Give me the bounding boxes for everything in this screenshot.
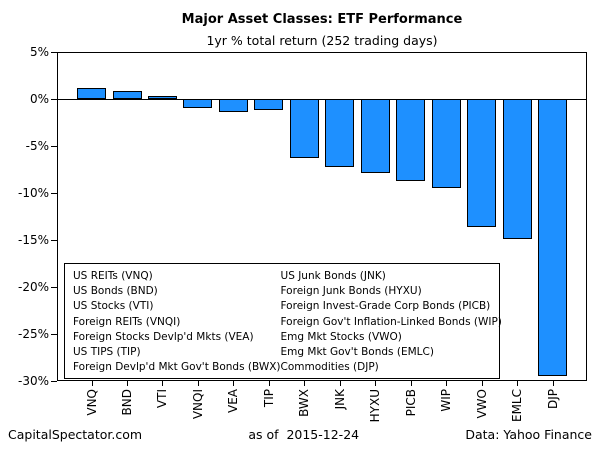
y-tick-mark [51,381,57,382]
bar [502,99,532,240]
legend-entry: Foreign Devlp'd Mkt Gov't Bonds (BWX) [73,361,281,374]
x-axis-label: PICB [403,389,418,417]
y-axis-tick-label: -30% [17,374,49,388]
bar [289,99,319,159]
x-tick-mark [91,381,93,386]
legend-column-2: US Junk Bonds (JNK) Foreign Junk Bonds (… [281,269,502,378]
y-tick-mark [51,193,57,194]
bar [325,99,355,167]
plot-frame [57,52,587,381]
legend-entry: US TIPS (TIP) [73,346,141,359]
x-axis-label: WIP [439,389,454,412]
x-axis-label: VNQ [84,389,99,416]
y-axis-tick-label: -25% [17,327,49,341]
footer-data-source: Data: Yahoo Finance [465,427,592,442]
bar [77,87,106,99]
y-tick-mark [51,99,57,100]
footer-source-site: CapitalSpectator.com [8,427,143,442]
x-tick-mark [446,381,448,386]
legend-entry: Foreign Invest-Grade Corp Bonds (PICB) [280,300,491,313]
bar [467,99,497,227]
bar [360,99,390,174]
x-tick-mark [304,381,306,386]
legend-entry: US Junk Bonds (JNK) [280,270,386,282]
x-tick-mark [233,381,235,386]
bar [112,90,142,99]
x-tick-mark [552,381,554,386]
legend-entry: Commodities (DJP) [280,361,379,374]
x-axis-label: EMLC [510,389,524,422]
y-tick-mark [51,240,57,241]
chart-footer: CapitalSpectator.com as of 2015-12-24 Da… [0,427,600,442]
y-axis-tick-label: 0% [29,92,49,106]
y-tick-mark [51,334,57,335]
legend-entry: Foreign Gov't Inflation-Linked Bonds (WI… [280,315,502,328]
legend-column-1: US REITs (VNQ) US Bonds (BND) US Stocks … [73,269,281,378]
y-axis-tick-label: -20% [17,280,49,294]
x-tick-mark [517,381,518,386]
bar [254,99,284,111]
y-tick-mark [51,146,57,147]
y-tick-mark [51,287,57,288]
bar [183,99,213,108]
legend-entry: Emg Mkt Gov't Bonds (EMLC) [280,346,434,359]
x-tick-mark [410,381,412,386]
x-axis-label: BWX [297,389,312,417]
bar [431,99,461,189]
x-axis-label: VWO [474,389,489,419]
x-tick-mark [339,381,341,386]
chart-title: Major Asset Classes: ETF Performance [181,12,463,27]
x-axis-label: DJP [545,389,560,410]
x-axis-label: VEA [226,389,241,413]
y-tick-mark [51,52,57,53]
bar [396,99,426,181]
legend-entry: Foreign REITs (VNQI) [73,315,181,328]
x-axis-label: BND [120,389,134,416]
x-tick-mark [268,381,270,386]
x-tick-mark [481,381,483,386]
x-tick-mark [162,381,164,386]
bar [218,99,248,113]
y-axis-tick-label: -5% [25,139,49,153]
x-axis-label: VNQI [190,389,205,420]
legend-entry: US Stocks (VTI) [73,300,154,313]
x-axis-label: JNK [332,389,347,410]
legend-entry: US Bonds (BND) [73,285,158,298]
legend-entry: Foreign Stocks Devlp'd Mkts (VEA) [73,330,254,343]
chart-subtitle: 1yr % total return (252 trading days) [206,33,438,48]
x-axis-label: VTI [155,389,170,409]
bar [147,96,177,99]
footer-as-of-date: as of 2015-12-24 [248,427,360,442]
x-tick-mark [197,381,199,386]
y-axis-tick-label: 5% [29,45,49,59]
x-axis-label: TIP [261,389,276,408]
bar [538,99,567,377]
x-tick-mark [127,381,128,386]
x-tick-mark [375,381,377,386]
y-axis-tick-label: -15% [17,233,49,247]
legend-entry: US REITs (VNQ) [73,270,153,282]
legend-box: US REITs (VNQ) US Bonds (BND) US Stocks … [64,263,502,379]
zero-axis-line [57,99,587,100]
x-axis-label: HYXU [368,389,383,423]
legend-entry: Foreign Junk Bonds (HYXU) [280,285,422,298]
y-axis-tick-label: -10% [17,186,49,200]
legend-entry: Emg Mkt Stocks (VWO) [280,330,402,343]
